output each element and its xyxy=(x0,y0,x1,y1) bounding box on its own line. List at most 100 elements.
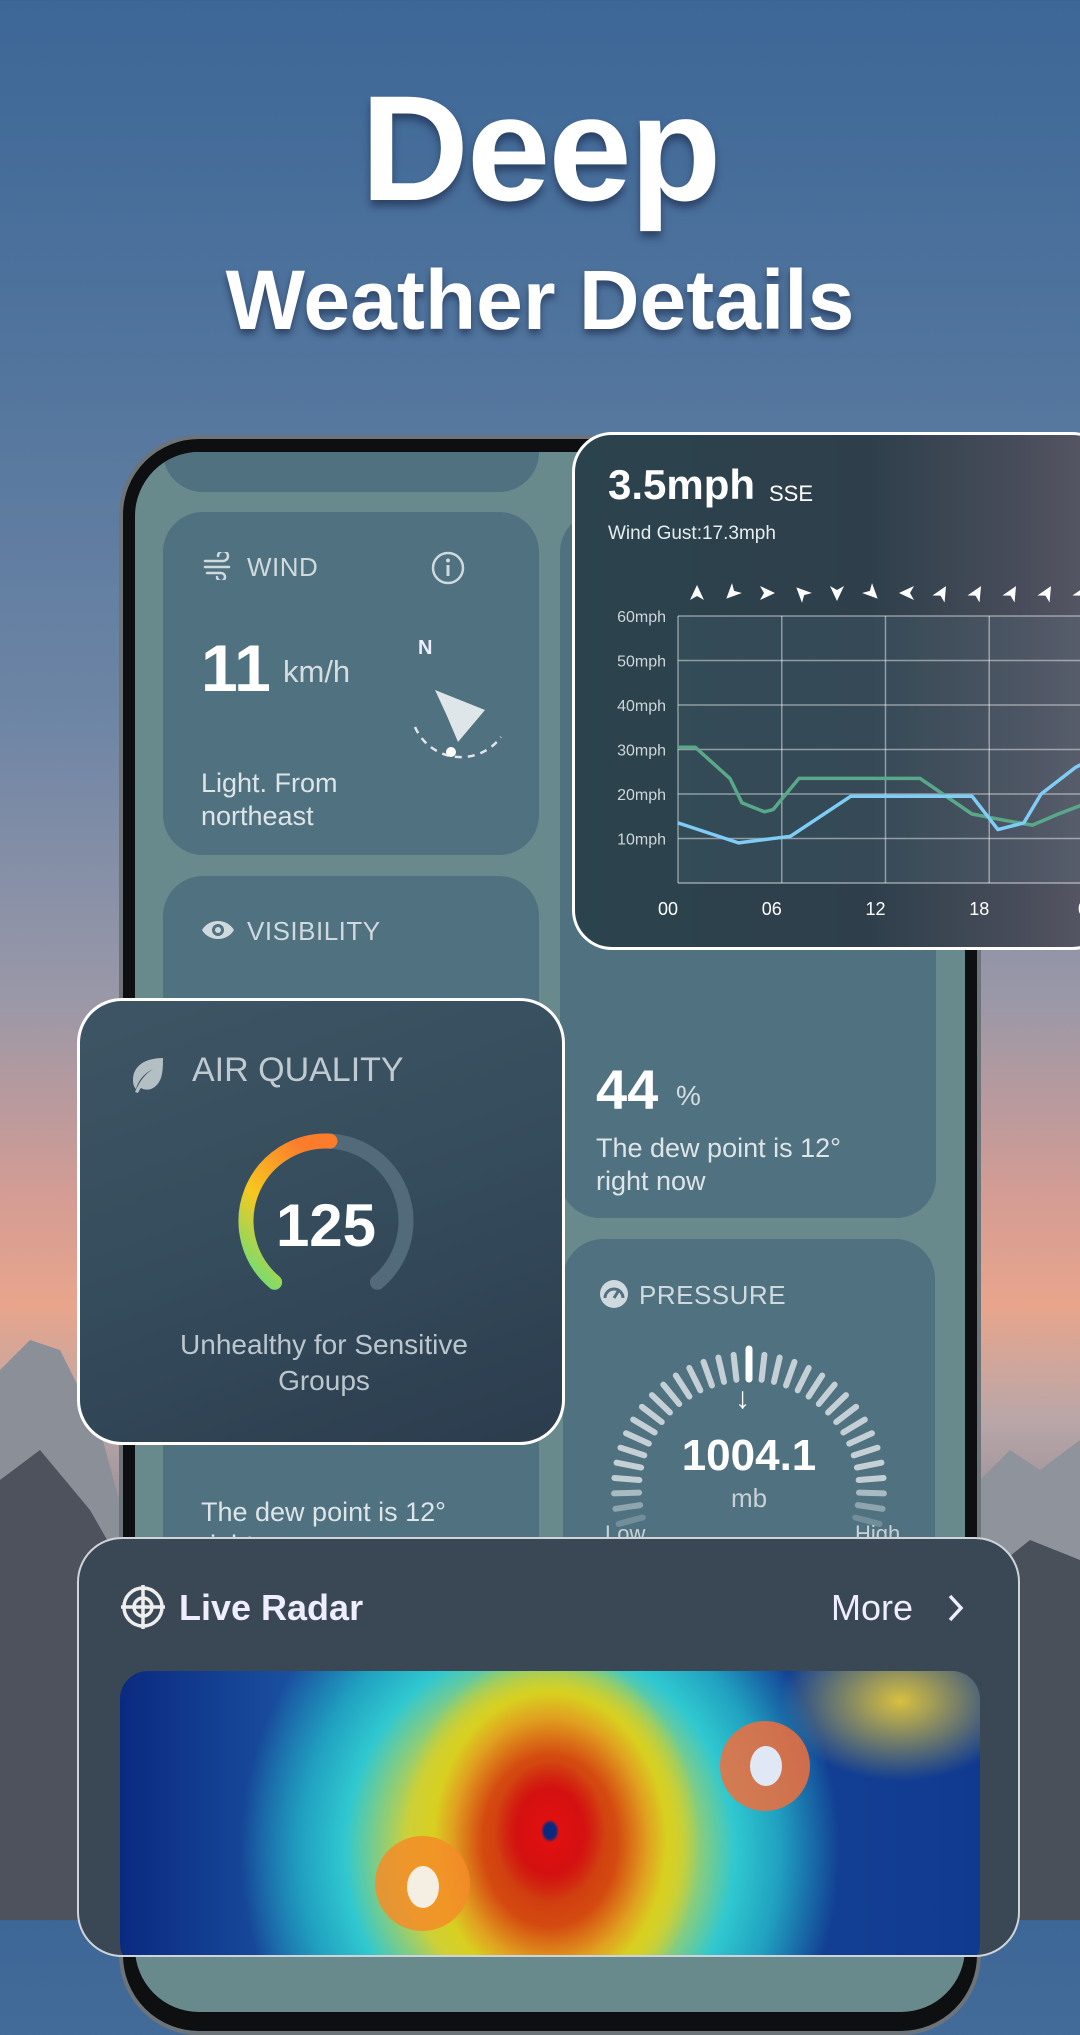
pressure-tick xyxy=(758,1351,768,1383)
pressure-tick xyxy=(660,1381,683,1407)
pressure-tick xyxy=(672,1372,693,1400)
aqi-gauge-fill xyxy=(238,1133,338,1290)
air-quality-label: AIR QUALITY xyxy=(192,1051,404,1089)
visibility-dew-text: The dew point is 12° xyxy=(201,1497,446,1527)
aqi-category-line2: Groups xyxy=(278,1365,370,1396)
pressure-value: 1004.1 xyxy=(681,1431,817,1480)
pressure-gauge xyxy=(611,1345,887,1527)
y-tick-label: 50mph xyxy=(617,654,666,671)
pressure-tick xyxy=(630,1416,658,1436)
hurricane-icon[interactable] xyxy=(375,1836,470,1931)
pressure-tick xyxy=(612,1502,644,1512)
pressure-tick xyxy=(850,1444,881,1459)
pressure-tick xyxy=(623,1430,652,1447)
info-icon[interactable] xyxy=(430,550,466,586)
pressure-tick xyxy=(855,1489,887,1497)
wind-speed-line xyxy=(677,763,1080,845)
pressure-tick xyxy=(638,1403,665,1426)
pressure-tick xyxy=(846,1430,875,1447)
aqi-category-line1: Unhealthy for Sensitive xyxy=(180,1329,468,1360)
pressure-tick xyxy=(833,1403,860,1426)
x-tick-label: 00 xyxy=(658,899,678,919)
wind-speed: 11 xyxy=(201,631,271,705)
plot-area xyxy=(678,616,1080,883)
chevron-right-icon[interactable] xyxy=(945,1593,967,1623)
x-tick-label: 06 xyxy=(762,899,782,919)
humidity-unit: % xyxy=(676,1080,701,1111)
hero-subtitle: Weather Details xyxy=(225,253,855,347)
wind-direction-arrow xyxy=(796,587,812,603)
pressure-tick xyxy=(617,1444,648,1459)
wind-direction-arrow xyxy=(862,583,878,599)
wind-direction-arrow xyxy=(899,586,914,600)
wind-label: WIND xyxy=(247,552,319,582)
pressure-tick xyxy=(825,1392,850,1416)
wind-gust-line xyxy=(678,745,1080,827)
pressure-tick xyxy=(853,1459,885,1471)
radar-target-icon xyxy=(121,1585,165,1629)
pressure-tick xyxy=(715,1354,728,1385)
compass-arrow-icon xyxy=(413,690,503,759)
y-tick-label: 20mph xyxy=(617,787,666,804)
compass-north: N xyxy=(418,637,433,659)
pressure-tick xyxy=(852,1514,883,1527)
wind-direction-arrow xyxy=(1072,586,1080,603)
pressure-tick xyxy=(840,1416,868,1436)
hero-title: Deep xyxy=(360,64,722,232)
pressure-tick xyxy=(770,1354,783,1385)
radar-map[interactable] xyxy=(120,1671,980,1955)
live-radar-card[interactable]: Live Radar More xyxy=(77,1537,1020,1957)
aqi-value: 125 xyxy=(275,1192,377,1259)
wind-description: Light. From xyxy=(201,768,338,798)
y-tick-label: 10mph xyxy=(617,832,666,849)
humidity-dew-text-2: right now xyxy=(596,1166,706,1196)
humidity-value: 44 xyxy=(596,1058,659,1121)
pressure-tick xyxy=(700,1358,715,1389)
radar-more-link[interactable]: More xyxy=(831,1587,914,1628)
pressure-tick xyxy=(613,1459,645,1471)
pressure-tick xyxy=(854,1502,886,1512)
pressure-trend-arrow-icon: ↓ xyxy=(735,1382,750,1415)
aqi-category: Unhealthy for Sensitive Groups xyxy=(80,1327,562,1399)
y-tick-label: 40mph xyxy=(617,698,666,715)
wind-chart-card[interactable]: 3.5mph SSE Wind Gust:17.3mph 60mph 50mph 4… xyxy=(572,432,1080,950)
pressure-unit: mb xyxy=(730,1483,768,1513)
wind-direction: SSE xyxy=(769,481,814,506)
wind-direction-arrow xyxy=(967,586,981,603)
pressure-tick xyxy=(815,1381,838,1407)
pressure-tick xyxy=(648,1392,673,1416)
wind-direction-arrow xyxy=(1037,586,1051,603)
air-quality-card[interactable]: AIR QUALITY 125 Unhealthy for Sensitive … xyxy=(77,998,565,1445)
wind-unit: km/h xyxy=(283,654,351,689)
wind-card[interactable]: WIND 11 km/h N Light. From northeast xyxy=(163,512,539,855)
wind-direction-arrow xyxy=(760,586,775,600)
wind-chart: 60mph 50mph 40mph 30mph 20mph 10mph 00 06 12 18 0 xyxy=(617,583,1080,919)
wind-direction-arrow xyxy=(830,586,844,601)
pressure-tick xyxy=(611,1474,643,1484)
wind-direction-arrow xyxy=(726,583,742,599)
pressure-label: PRESSURE xyxy=(639,1280,787,1310)
pressure-tick xyxy=(783,1358,798,1389)
wind-icon xyxy=(203,552,231,580)
y-tick-label: 60mph xyxy=(617,609,666,626)
pressure-tick xyxy=(611,1489,643,1497)
aqi-gauge xyxy=(238,1133,414,1290)
hurricane-icon[interactable] xyxy=(720,1721,810,1811)
wind-direction-arrow xyxy=(1002,586,1016,603)
wind-gust: Wind Gust:17.3mph xyxy=(608,523,776,544)
eye-icon xyxy=(202,921,234,939)
pressure-tick xyxy=(686,1364,704,1394)
pressure-tick xyxy=(730,1351,740,1383)
radar-title: Live Radar xyxy=(179,1587,364,1628)
leaf-icon xyxy=(133,1058,163,1093)
wind-direction-arrow xyxy=(690,585,704,600)
x-tick-label: 0 xyxy=(1078,899,1080,919)
visibility-label: VISIBILITY xyxy=(247,916,381,946)
top-card xyxy=(163,452,539,492)
pressure-tick xyxy=(855,1474,887,1484)
y-tick-label: 30mph xyxy=(617,743,666,760)
humidity-dew-text: The dew point is 12° xyxy=(596,1133,841,1163)
pressure-tick xyxy=(805,1372,826,1400)
wind-direction-arrow xyxy=(932,586,946,603)
pressure-tick xyxy=(794,1364,812,1394)
